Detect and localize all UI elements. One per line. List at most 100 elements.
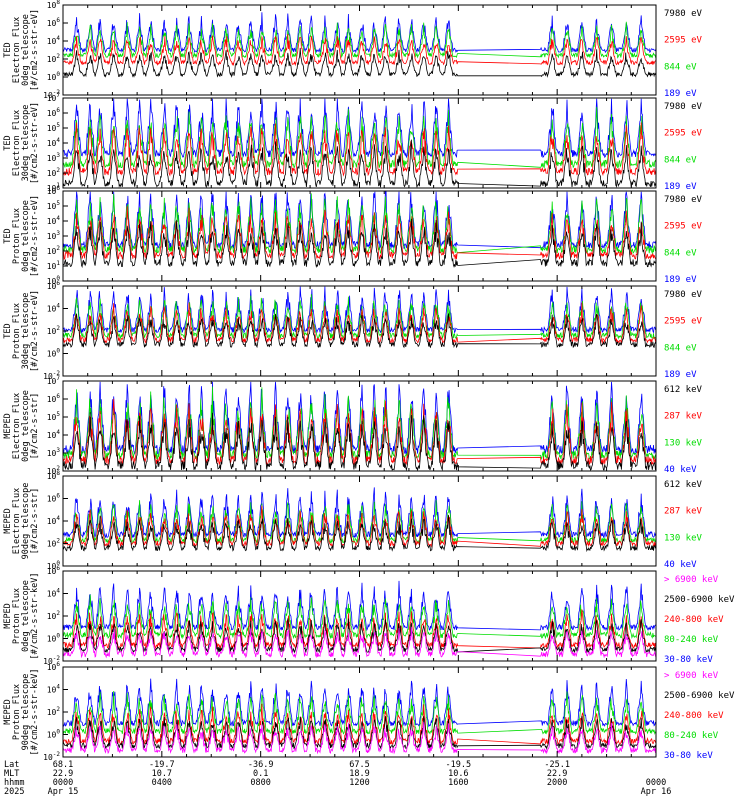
series-189-ev-line bbox=[62, 98, 657, 159]
panel-label-line: 0deg telescope bbox=[21, 390, 31, 462]
legend-2-4: 189 eV bbox=[664, 182, 697, 192]
legend-6-3: 130 keV bbox=[664, 533, 703, 543]
series-7980-ev-line bbox=[62, 139, 657, 188]
panel-label-line: Electron Flux bbox=[12, 488, 22, 555]
y-tick-label: 104 bbox=[47, 137, 61, 148]
legend-2-1: 7980 eV bbox=[664, 102, 703, 112]
y-tick-label: 104 bbox=[47, 303, 61, 314]
bottom-row-label: MLT bbox=[4, 769, 19, 779]
legend-2-2: 2595 eV bbox=[664, 129, 703, 139]
date-right: Apr 16 bbox=[641, 787, 672, 797]
series-844-ev-line bbox=[62, 21, 657, 59]
series-240-800-kev-line bbox=[62, 609, 657, 650]
y-tick-label: 104 bbox=[47, 588, 61, 599]
series-30-80-kev-line bbox=[62, 678, 657, 728]
bottom-axis-value: 0800 bbox=[250, 778, 270, 788]
y-tick-label: 106 bbox=[47, 107, 61, 118]
panel-label-line: [#/cm2-s-str-keV] bbox=[30, 669, 40, 756]
panel-8: 30-80 keV 80-240 keV 240-800 keV 2500-6900 … bbox=[3, 661, 735, 762]
series-2595-ev-line bbox=[62, 302, 657, 345]
panel-label-line: TED bbox=[3, 135, 13, 150]
bottom-axis-value: 22.9 bbox=[547, 769, 567, 779]
y-tick-label: 104 bbox=[47, 684, 61, 695]
legend-3-2: 2595 eV bbox=[664, 222, 703, 232]
panel-label-line: Electron Flux bbox=[12, 110, 22, 177]
legend-7-1: > 6900 keV bbox=[664, 575, 719, 585]
panel-label-line: [#/cm2-s-str-keV] bbox=[30, 573, 40, 660]
bottom-axis-value: 18.9 bbox=[349, 769, 369, 779]
series-287-kev-line bbox=[62, 505, 657, 548]
panel-3: 189 eV 844 eV 2595 eV 7980 eV 100 101 102 103 10… bbox=[3, 185, 703, 286]
y-tick-label: 102 bbox=[47, 706, 61, 717]
bottom-axis-value: 2000 bbox=[547, 778, 567, 788]
bottom-axis-value: 10.7 bbox=[152, 769, 172, 779]
y-tick-label: 103 bbox=[47, 152, 61, 163]
legend-2-3: 844 eV bbox=[664, 155, 697, 165]
legend-5-4: 40 keV bbox=[664, 465, 697, 475]
panel-label-line: 0deg telescope bbox=[21, 580, 31, 652]
panel-5: 40 keV 130 keV 287 keV 612 keV 102 103 104 105 1… bbox=[3, 375, 703, 476]
bottom-axis-value: 10.6 bbox=[448, 769, 468, 779]
y-tick-label: 107 bbox=[47, 375, 61, 386]
panel-label-line: [#/cm2-s-str-eV] bbox=[30, 290, 40, 372]
bottom-axis-value: -36.9 bbox=[248, 760, 274, 770]
y-tick-label: 104 bbox=[47, 35, 61, 46]
y-tick-label: 105 bbox=[47, 122, 61, 133]
series-2595-ev-line bbox=[62, 206, 657, 261]
legend-1-1: 7980 eV bbox=[664, 9, 703, 19]
bottom-axis-value: 0400 bbox=[152, 778, 172, 788]
series--6900-kev-line bbox=[62, 627, 657, 659]
y-tick-label: 101 bbox=[47, 260, 61, 271]
legend-7-4: 80-240 keV bbox=[664, 635, 719, 645]
legend-8-1: > 6900 keV bbox=[664, 671, 719, 681]
panel-label-line: TED bbox=[3, 228, 13, 243]
y-tick-label: 108 bbox=[47, 470, 61, 481]
series-2500-6900-kev-line bbox=[62, 616, 657, 654]
panel-label-line: TED bbox=[3, 323, 13, 338]
series-612-kev-line bbox=[62, 515, 657, 553]
legend-4-3: 844 eV bbox=[664, 343, 697, 353]
legend-5-2: 287 keV bbox=[664, 412, 703, 422]
bottom-axis-value: -25.1 bbox=[544, 760, 570, 770]
series-287-kev-line bbox=[62, 398, 657, 466]
panel-label-line: Proton Flux bbox=[12, 684, 22, 740]
y-tick-label: 106 bbox=[47, 565, 61, 576]
panel-label-line: [#/cm2-s-str] bbox=[30, 488, 40, 555]
y-tick-label: 100 bbox=[47, 633, 61, 644]
bottom-row-label: hhmm bbox=[4, 778, 24, 788]
legend-3-3: 844 eV bbox=[664, 248, 697, 258]
y-tick-label: 103 bbox=[47, 447, 61, 458]
panel-label-line: Electron Flux bbox=[12, 17, 22, 84]
series-40-kev-line bbox=[62, 381, 657, 455]
y-tick-label: 102 bbox=[47, 538, 61, 549]
panel-label-line: [#/cm2-s-str-eV] bbox=[30, 195, 40, 277]
bottom-axis-value: 67.5 bbox=[349, 760, 369, 770]
series-189-ev-line bbox=[62, 12, 657, 54]
y-tick-label: 100 bbox=[47, 348, 61, 359]
series-2595-ev-line bbox=[62, 122, 657, 177]
panel-label-line: 90deg telescope bbox=[21, 674, 31, 751]
series-80-240-kev-line bbox=[62, 690, 657, 735]
bottom-axis-value: 1200 bbox=[349, 778, 369, 788]
y-tick-label: 104 bbox=[47, 515, 61, 526]
y-tick-label: 10-2 bbox=[43, 370, 60, 381]
legend-6-2: 287 keV bbox=[664, 507, 703, 517]
panel-6: 40 keV 130 keV 287 keV 612 keV 100 102 104 106 1… bbox=[3, 470, 703, 571]
series-844-ev-line bbox=[62, 106, 657, 170]
y-tick-label: 10-2 bbox=[43, 89, 60, 100]
legend-4-2: 2595 eV bbox=[664, 317, 703, 327]
series--6900-kev-line bbox=[62, 721, 657, 755]
y-tick-label: 100 bbox=[47, 560, 61, 571]
legend-8-5: 30-80 keV bbox=[664, 751, 713, 761]
legend-8-2: 2500-6900 keV bbox=[664, 691, 735, 701]
y-tick-label: 104 bbox=[47, 429, 61, 440]
y-tick-label: 10-2 bbox=[43, 655, 60, 666]
legend-6-1: 612 keV bbox=[664, 480, 703, 490]
bottom-axis-value: 0.1 bbox=[253, 769, 268, 779]
y-tick-label: 102 bbox=[47, 325, 61, 336]
series-30-80-kev-line bbox=[62, 580, 657, 632]
legend-7-5: 30-80 keV bbox=[664, 655, 713, 665]
panel-label-line: Proton Flux bbox=[12, 303, 22, 359]
legend-4-4: 189 eV bbox=[664, 370, 697, 380]
